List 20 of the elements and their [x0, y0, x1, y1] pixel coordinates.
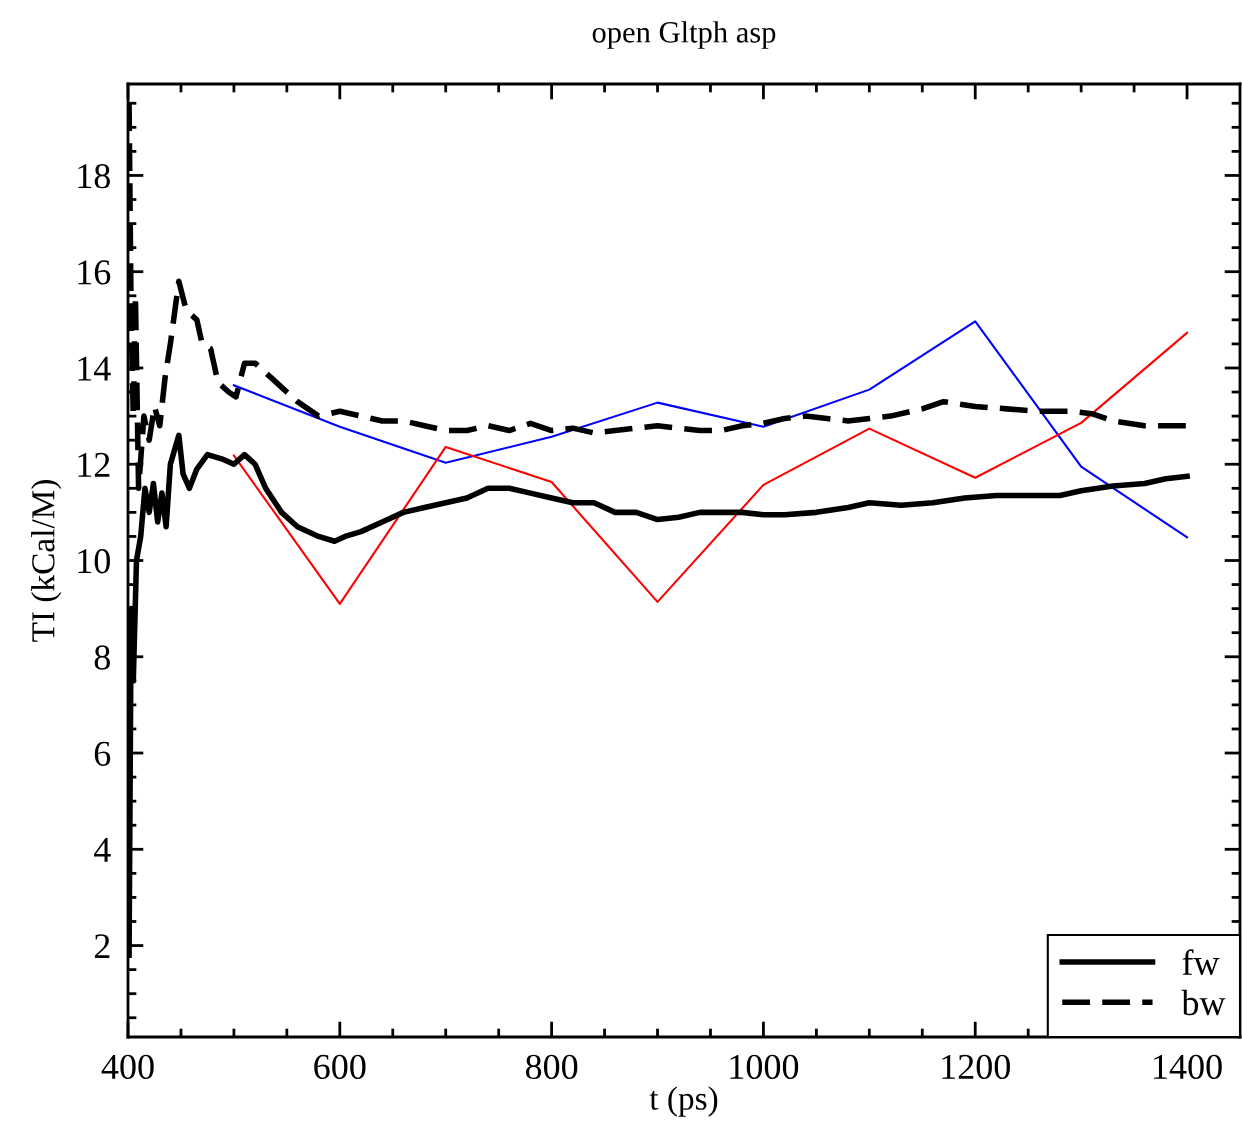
y-tick-label: 16	[78, 260, 111, 285]
chart-title: open Gltph asp	[592, 21, 776, 49]
x-tick-label: 800	[525, 1054, 578, 1080]
y-tick-label: 14	[78, 356, 111, 381]
y-tick-label: 12	[78, 452, 110, 477]
y-axis-title: TI (kCal/M)	[31, 480, 62, 642]
legend-label: fw	[1182, 949, 1220, 976]
y-tick-label: 4	[93, 838, 111, 862]
y-tick-label: 10	[78, 549, 110, 574]
x-tick-label: 1200	[942, 1054, 1010, 1080]
x-tick-label: 1000	[730, 1054, 799, 1080]
x-tick-label: 400	[101, 1054, 154, 1080]
x-axis-title: t (ps)	[649, 1086, 718, 1117]
x-tick-label: 1400	[1154, 1054, 1222, 1080]
x-tick-label: 600	[314, 1054, 366, 1080]
legend-label: bw	[1181, 989, 1226, 1016]
y-tick-label: 6	[94, 741, 111, 766]
y-tick-label: 8	[94, 645, 110, 670]
y-tick-label: 2	[94, 934, 110, 959]
y-tick-label: 18	[78, 163, 110, 189]
